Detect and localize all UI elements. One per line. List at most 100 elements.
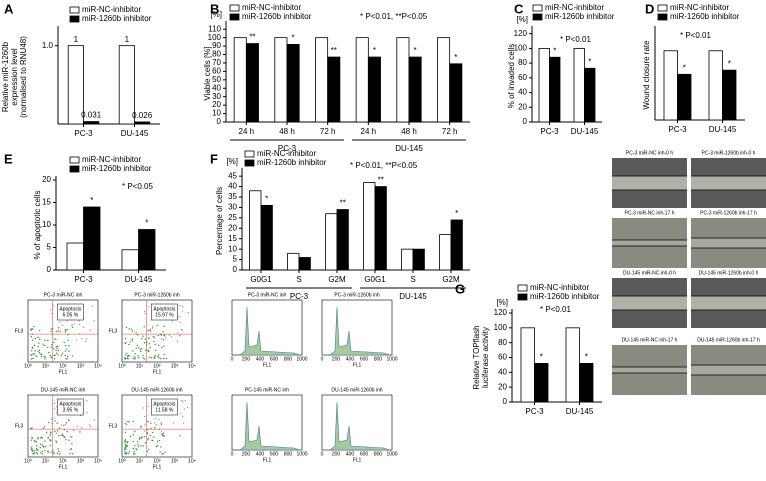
cell-dot — [71, 326, 74, 329]
y-tick-label: 40 — [212, 83, 221, 92]
significance: * — [414, 46, 417, 55]
cell-dot — [56, 406, 58, 408]
cell-dot — [40, 353, 42, 356]
cell-dot — [144, 424, 146, 426]
cell-dot — [64, 331, 67, 333]
cell-dot — [83, 326, 85, 328]
cell-dot — [36, 445, 38, 447]
axis-tick: 1000 — [296, 356, 307, 362]
bar — [439, 234, 452, 271]
cell-dot — [32, 357, 34, 360]
histogram-frame — [231, 394, 303, 451]
legend-swatch — [69, 15, 80, 23]
y-tick-label: 0 — [233, 265, 238, 274]
y-tick-label: 60 — [212, 67, 221, 76]
cell-dot — [151, 439, 154, 442]
y-tick-label: 60 — [518, 73, 527, 82]
gate-value: 6.05 % — [63, 312, 79, 318]
cell-dot — [54, 420, 56, 422]
cell-dot — [148, 343, 151, 345]
cell-dot — [156, 445, 159, 447]
cell-dot — [57, 353, 59, 356]
bar — [708, 50, 723, 121]
cell-dot — [126, 442, 128, 444]
cell-dot — [125, 342, 127, 344]
axis-label: FL1 — [59, 369, 68, 375]
y-tick-label: 20 — [228, 223, 237, 232]
y-axis-label: (normalised to RNU48) — [19, 36, 28, 118]
cell-dot — [39, 452, 42, 454]
axis-tick: 10² — [59, 458, 67, 464]
cell-dot — [88, 424, 91, 426]
y-tick-label: 15 — [42, 198, 51, 207]
cell-dot — [163, 435, 166, 437]
axis-tick: 200 — [332, 451, 341, 457]
legend-label: miR-1260b inhibitor — [257, 158, 327, 167]
axis-tick: 800 — [374, 356, 383, 362]
cell-dot — [125, 326, 128, 329]
cell-dot — [64, 329, 67, 331]
axis-tick: 10⁴ — [188, 458, 196, 464]
cell-dot — [154, 354, 156, 357]
wound-gap — [691, 176, 766, 190]
y-tick-label: 40 — [498, 367, 507, 376]
y-tick-label: 30 — [212, 92, 221, 101]
y-tick-label: 0 — [503, 397, 508, 406]
y-axis-label: Viable cells [%] — [203, 46, 212, 100]
y-tick-label: 20 — [518, 102, 527, 111]
axis-tick: 1000 — [386, 451, 397, 457]
cell-dot — [53, 402, 56, 404]
cell-dot — [134, 430, 136, 433]
cell-dot — [66, 348, 68, 350]
cell-dot — [134, 453, 136, 455]
cell-dot — [58, 427, 60, 429]
unit-label: [%] — [210, 10, 222, 19]
cell-dot — [54, 338, 56, 340]
legend-swatch — [229, 13, 240, 21]
cell-dot — [66, 329, 68, 331]
legend-swatch — [517, 293, 528, 301]
bar — [83, 121, 100, 125]
cell-dot — [65, 439, 67, 441]
cell-dot — [63, 341, 65, 344]
bar — [579, 363, 594, 403]
cell-dot — [139, 349, 142, 351]
histogram-frame — [321, 394, 393, 451]
cell-dot — [124, 453, 126, 455]
cell-dot — [140, 347, 143, 350]
cell-dot — [125, 448, 127, 450]
cell-dot — [41, 444, 44, 446]
bar — [538, 48, 550, 123]
cell-dot — [124, 441, 126, 443]
cell-dot — [149, 356, 151, 358]
cell-dot — [38, 342, 40, 344]
y-tick-label: 100 — [208, 33, 222, 42]
significance: * — [373, 46, 376, 55]
annotation: * P<0.01 — [540, 305, 571, 314]
cell-dot — [163, 325, 165, 327]
cell-dot — [67, 334, 69, 336]
cell-dot — [180, 328, 183, 331]
cell-dot — [68, 350, 70, 352]
significance: * — [683, 63, 686, 72]
cell-dot — [70, 448, 73, 450]
cell-dot — [124, 439, 126, 441]
cell-dot — [36, 448, 39, 450]
cell-dot — [137, 444, 139, 446]
cell-dot — [80, 427, 83, 429]
x-tick-label: 72 h — [320, 127, 336, 136]
cell-dot — [57, 430, 59, 432]
axis-tick: 200 — [332, 356, 341, 362]
legend-label: miR-1260b inhibitor — [82, 14, 152, 23]
cell-dot — [31, 350, 33, 352]
cell-dot — [155, 349, 157, 352]
plot-label: PC-3 miR-1260b inh — [334, 292, 380, 298]
y-tick-label: 50 — [212, 75, 221, 84]
y-tick-label: 10 — [42, 220, 51, 229]
y-tick-label: 100 — [494, 323, 508, 332]
y-axis-label: luciferase activity — [481, 327, 490, 388]
cell-dot — [132, 440, 134, 443]
cell-dot — [48, 351, 50, 354]
cell-dot — [75, 339, 78, 341]
cell-dot — [182, 415, 184, 418]
